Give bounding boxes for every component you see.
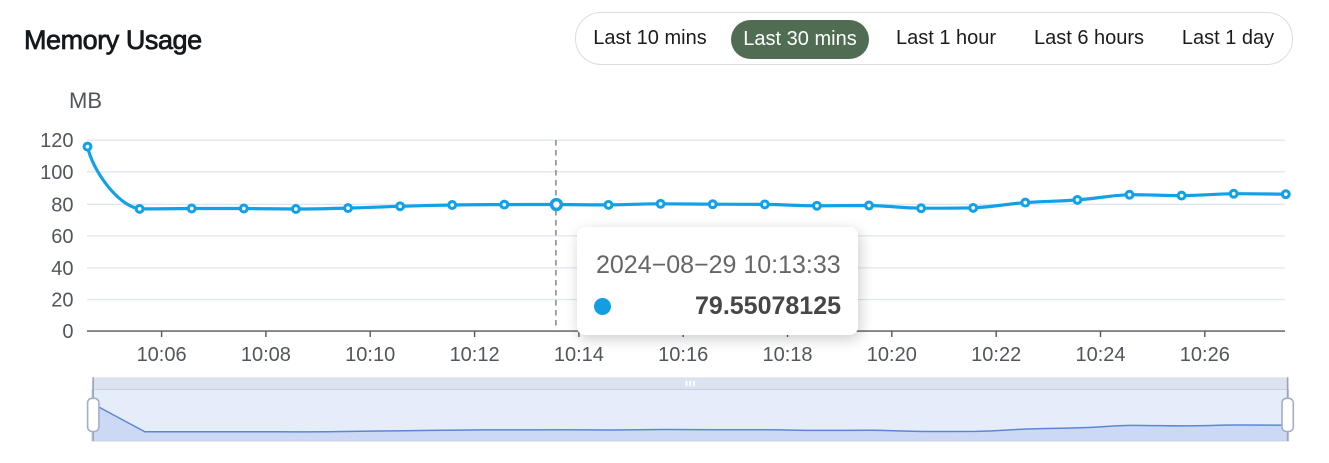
svg-text:10:22: 10:22 [971, 344, 1021, 366]
svg-text:10:24: 10:24 [1075, 344, 1125, 366]
svg-text:80: 80 [51, 194, 73, 216]
svg-text:40: 40 [51, 258, 73, 280]
svg-text:0: 0 [62, 321, 73, 343]
svg-text:10:26: 10:26 [1180, 344, 1230, 366]
svg-text:10:12: 10:12 [450, 344, 500, 366]
svg-text:20: 20 [51, 290, 73, 312]
svg-text:100: 100 [40, 162, 73, 184]
svg-text:120: 120 [40, 130, 73, 152]
svg-text:MB: MB [69, 88, 102, 113]
svg-text:10:06: 10:06 [137, 344, 187, 366]
svg-text:10:14: 10:14 [554, 344, 604, 366]
svg-text:10:20: 10:20 [867, 344, 917, 366]
svg-text:10:18: 10:18 [762, 344, 812, 366]
svg-text:60: 60 [51, 226, 73, 248]
svg-text:10:08: 10:08 [241, 344, 291, 366]
svg-text:10:16: 10:16 [658, 344, 708, 366]
svg-text:10:10: 10:10 [345, 344, 395, 366]
